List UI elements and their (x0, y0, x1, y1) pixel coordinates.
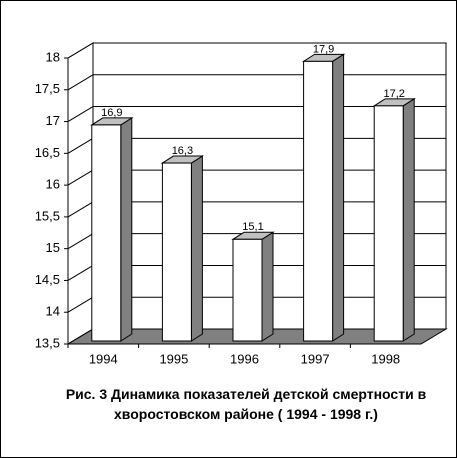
y-tick-label: 16 (46, 177, 60, 192)
grid-line (67, 169, 94, 186)
y-tick-label: 15,5 (35, 208, 60, 223)
bar (91, 124, 122, 342)
bar-side (190, 155, 203, 342)
grid-line (67, 201, 94, 218)
side-wall (67, 42, 94, 345)
x-tick-label: 1995 (159, 351, 188, 366)
y-tick-label: 18 (46, 49, 60, 64)
grid-line (67, 42, 94, 59)
value-label: 16,9 (101, 107, 122, 119)
x-tick-label: 1994 (89, 351, 118, 366)
bar-side (332, 53, 345, 342)
x-tick-label: 1997 (301, 351, 330, 366)
grid-line (67, 233, 94, 250)
x-tick-label: 1998 (371, 351, 400, 366)
y-tick-label: 17,5 (35, 81, 60, 96)
grid-line (67, 265, 94, 281)
y-tick-label: 17 (46, 113, 60, 128)
bar (161, 162, 192, 342)
value-label: 16,3 (172, 145, 193, 157)
grid-line (67, 106, 94, 122)
bar (373, 105, 404, 342)
value-label: 15,1 (242, 221, 263, 233)
chart-title: Рис. 3 Динамика показателей детской смер… (65, 386, 427, 422)
x-tick-label: 1996 (230, 351, 259, 366)
bar-side (402, 97, 415, 342)
bar-side (261, 231, 274, 342)
y-tick-label: 14 (46, 304, 60, 319)
value-label: 17,9 (313, 43, 334, 55)
bar (232, 238, 263, 342)
bar (303, 60, 334, 342)
y-tick-label: 13,5 (35, 335, 60, 350)
y-tick-label: 15 (46, 240, 60, 255)
grid-line (67, 328, 94, 345)
y-tick-label: 16,5 (35, 145, 60, 160)
bar-side (120, 117, 133, 342)
grid-line (67, 137, 94, 154)
grid-line (67, 74, 94, 91)
value-label: 17,2 (383, 88, 404, 100)
y-tick-label: 14,5 (35, 272, 60, 287)
grid-line (67, 296, 94, 313)
